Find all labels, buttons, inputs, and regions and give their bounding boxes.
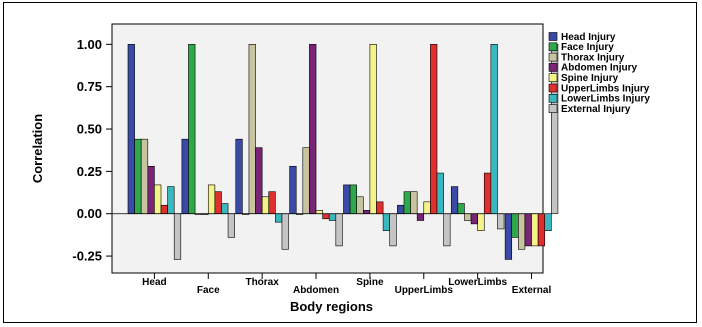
bar-spine-external-injury xyxy=(390,214,397,246)
bar-upperlimbs-lowerlimbs-injury xyxy=(437,173,444,214)
bar-upperlimbs-spine-injury xyxy=(424,202,431,214)
bar-upperlimbs-external-injury xyxy=(444,214,451,246)
legend-swatch xyxy=(549,43,557,51)
y-tick-label: 0.75 xyxy=(77,79,102,94)
bar-thorax-lowerlimbs-injury xyxy=(275,214,282,222)
y-axis-label: Correlation xyxy=(30,114,45,183)
y-tick-label: 0.00 xyxy=(77,206,102,221)
bar-face-head-injury xyxy=(182,139,189,214)
bar-abdomen-lowerlimbs-injury xyxy=(329,214,336,221)
x-tick-label-face: Face xyxy=(197,285,220,296)
bar-thorax-abdomen-injury xyxy=(256,148,263,214)
legend-swatch xyxy=(549,84,557,92)
x-tick-label-spine: Spine xyxy=(356,277,384,288)
bar-external-upperlimbs-injury xyxy=(538,214,545,246)
bar-spine-head-injury xyxy=(344,185,351,214)
bar-abdomen-abdomen-injury xyxy=(309,44,316,213)
bar-head-lowerlimbs-injury xyxy=(168,187,175,214)
legend-swatch xyxy=(549,63,557,71)
bar-lowerlimbs-spine-injury xyxy=(478,214,485,231)
bar-lowerlimbs-lowerlimbs-injury xyxy=(491,44,498,213)
bar-thorax-spine-injury xyxy=(262,197,269,214)
bar-lowerlimbs-face-injury xyxy=(458,204,465,214)
x-axis: Head Face Thorax Abdomen Spine UpperLimbsLowe… xyxy=(142,273,551,296)
bar-upperlimbs-upperlimbs-injury xyxy=(430,44,437,213)
legend-swatch xyxy=(549,105,557,113)
bar-head-head-injury xyxy=(128,44,135,213)
bar-external-lowerlimbs-injury xyxy=(545,214,552,231)
bar-abdomen-external-injury xyxy=(336,214,343,246)
bar-face-lowerlimbs-injury xyxy=(221,204,228,214)
legend-label: External Injury xyxy=(561,104,631,115)
bar-face-face-injury xyxy=(188,44,195,213)
bar-face-external-injury xyxy=(228,214,235,238)
bar-spine-spine-injury xyxy=(370,44,377,213)
legend-swatch xyxy=(549,33,557,41)
x-tick-label-external: External xyxy=(512,285,552,296)
x-tick-label-abdomen: Abdomen xyxy=(293,285,339,296)
y-tick-label: 0.50 xyxy=(77,122,102,137)
bar-lowerlimbs-abdomen-injury xyxy=(471,214,478,224)
bar-external-thorax-injury xyxy=(518,214,525,250)
bar-external-face-injury xyxy=(512,214,519,238)
bar-face-spine-injury xyxy=(208,185,215,214)
y-axis: 1.00 0.75 0.50 0.25 0.00 -0.25 xyxy=(72,37,112,264)
bar-lowerlimbs-upperlimbs-injury xyxy=(484,173,491,214)
bar-head-face-injury xyxy=(135,139,142,214)
bar-lowerlimbs-head-injury xyxy=(451,187,458,214)
x-tick-label-thorax: Thorax xyxy=(245,277,279,288)
bar-upperlimbs-thorax-injury xyxy=(411,192,418,214)
bar-external-spine-injury xyxy=(532,214,539,246)
bar-head-abdomen-injury xyxy=(148,166,155,213)
x-axis-label: Body regions xyxy=(290,299,373,314)
bar-external-head-injury xyxy=(505,214,512,260)
bar-abdomen-thorax-injury xyxy=(303,148,310,214)
y-tick-label: 0.25 xyxy=(77,164,102,179)
bar-spine-lowerlimbs-injury xyxy=(383,214,390,231)
bar-external-abdomen-injury xyxy=(525,214,532,246)
bar-abdomen-spine-injury xyxy=(316,210,323,213)
legend-swatch xyxy=(549,53,557,61)
bar-abdomen-upperlimbs-injury xyxy=(323,214,330,219)
bar-upperlimbs-abdomen-injury xyxy=(417,214,424,221)
bar-thorax-thorax-injury xyxy=(249,44,256,213)
bar-abdomen-head-injury xyxy=(290,166,297,213)
legend-swatch xyxy=(549,74,557,82)
bar-face-upperlimbs-injury xyxy=(215,192,222,214)
bar-spine-face-injury xyxy=(350,185,357,214)
x-tick-label-head: Head xyxy=(142,277,166,288)
y-tick-label: -0.25 xyxy=(72,249,102,264)
bar-upperlimbs-head-injury xyxy=(397,205,404,213)
bar-thorax-head-injury xyxy=(236,139,243,214)
bar-thorax-external-injury xyxy=(282,214,289,250)
x-tick-label-lowerlimbs: LowerLimbs xyxy=(448,277,507,288)
bar-spine-upperlimbs-injury xyxy=(377,202,384,214)
bar-lowerlimbs-thorax-injury xyxy=(464,214,471,221)
legend-swatch xyxy=(549,94,557,102)
bar-spine-abdomen-injury xyxy=(363,210,370,213)
bar-upperlimbs-face-injury xyxy=(404,192,411,214)
bar-head-spine-injury xyxy=(154,185,161,214)
bar-head-upperlimbs-injury xyxy=(161,205,168,213)
bar-thorax-upperlimbs-injury xyxy=(269,192,276,214)
bar-head-thorax-injury xyxy=(141,139,148,214)
x-tick-label-upperlimbs: UpperLimbs xyxy=(395,285,454,296)
y-tick-label: 1.00 xyxy=(77,37,102,52)
bar-head-external-injury xyxy=(174,214,181,260)
bar-lowerlimbs-external-injury xyxy=(497,214,504,229)
bar-spine-thorax-injury xyxy=(357,197,364,214)
